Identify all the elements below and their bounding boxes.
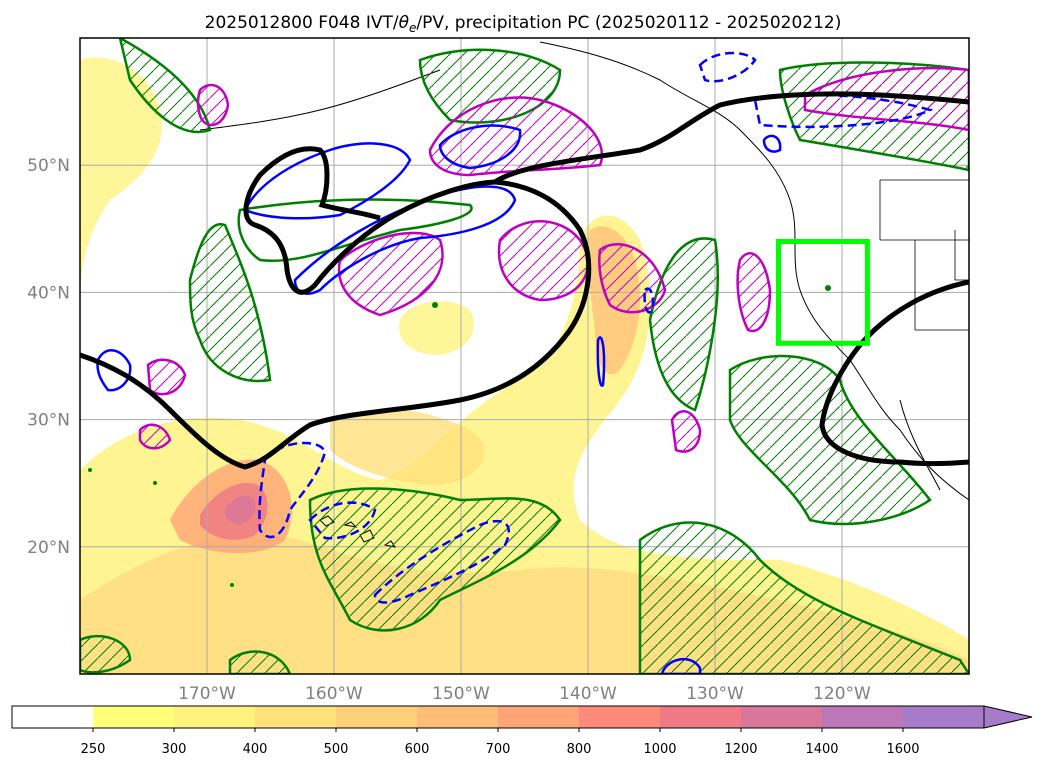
precip-positive-contour bbox=[138, 423, 172, 450]
pv-dot bbox=[230, 583, 234, 587]
ivt-fill-west bbox=[80, 57, 162, 300]
ivt-shading bbox=[80, 57, 969, 674]
colorbar-tick-label: 1400 bbox=[805, 742, 838, 757]
pv-contour bbox=[188, 223, 272, 383]
colorbar-tick-label: 1200 bbox=[724, 742, 757, 757]
lon-tick-label: 150°W bbox=[432, 684, 490, 704]
lat-tick-label: 50°N bbox=[27, 156, 70, 176]
colorbar-segment bbox=[417, 706, 498, 728]
region-highlight-box bbox=[776, 239, 870, 346]
colorbar-extend-arrow bbox=[983, 705, 1033, 729]
title-theta: θ bbox=[399, 13, 410, 33]
precip-negative-contour bbox=[308, 501, 377, 540]
precip-positive-contour bbox=[803, 67, 969, 132]
colorbar-tick-label: 600 bbox=[405, 742, 430, 757]
lon-tick-label: 130°W bbox=[686, 684, 744, 704]
colorbar-tick-label: 400 bbox=[243, 742, 268, 757]
lat-tick-label: 20°N bbox=[27, 538, 70, 558]
precip-negative-contour bbox=[660, 657, 702, 674]
colorbar-tick-labels: 250 300 400 500 600 700 800 1000 1200 1400 1600 bbox=[81, 742, 920, 757]
ivt-fill-mid bbox=[330, 409, 485, 485]
colorbar-tick-label: 700 bbox=[486, 742, 511, 757]
precip-negative-contour bbox=[753, 93, 934, 129]
lat-tick-label: 40°N bbox=[27, 283, 70, 303]
ivt-fill-core-max bbox=[224, 495, 256, 524]
map-frame bbox=[79, 37, 970, 675]
colorbar-segment bbox=[93, 706, 174, 728]
precip-negative-contour bbox=[438, 124, 522, 170]
colorbar-segment bbox=[336, 706, 417, 728]
precip-negative-contour bbox=[698, 51, 757, 83]
colorbar-segment bbox=[255, 706, 336, 728]
colorbar-segment bbox=[741, 706, 822, 728]
theta-e-contour bbox=[819, 279, 969, 467]
state-borders bbox=[879, 179, 969, 331]
colorbar-segment bbox=[903, 706, 984, 728]
coastline-alaska-islands bbox=[199, 69, 441, 131]
precip-positive-contour bbox=[736, 252, 772, 333]
lon-tick-label: 160°W bbox=[305, 684, 363, 704]
precip-positive-contour bbox=[428, 96, 604, 177]
pv-contour bbox=[648, 237, 719, 412]
precip-positive-contour bbox=[337, 231, 444, 317]
ivt-fill-island bbox=[399, 301, 474, 355]
title-pre: 2025012800 F048 IVT/ bbox=[205, 13, 399, 33]
lon-tick-label: 170°W bbox=[178, 684, 236, 704]
colorbar-segment bbox=[174, 706, 255, 728]
lat-tick-label: 30°N bbox=[27, 411, 70, 431]
theta-e-contour bbox=[493, 91, 969, 185]
lon-tick-label: 140°W bbox=[559, 684, 617, 704]
title-subscript: e bbox=[409, 21, 416, 35]
pv-dot bbox=[153, 481, 157, 485]
precip-positive-contour bbox=[146, 358, 187, 396]
precip-negative-contour bbox=[293, 185, 517, 295]
colorbar-tick-label: 800 bbox=[567, 742, 592, 757]
pv-contour bbox=[118, 38, 212, 134]
colorbar-segment bbox=[822, 706, 903, 728]
colorbar-tick-label: 300 bbox=[162, 742, 187, 757]
longitude-tick-labels: 170°W 160°W 150°W 140°W 130°W 120°W bbox=[178, 684, 871, 704]
title-post: /PV, precipitation PC (2025020112 - 2025… bbox=[416, 13, 841, 33]
colorbar-tick-label: 250 bbox=[81, 742, 106, 757]
precip-positive-contour bbox=[497, 220, 590, 302]
colorbar-segment bbox=[660, 706, 741, 728]
theta-e-contour bbox=[80, 146, 592, 470]
precip-negative-contour bbox=[243, 142, 412, 220]
coastline-north-america bbox=[539, 41, 969, 501]
pv-dot bbox=[432, 302, 438, 308]
precip-positive-contour bbox=[196, 83, 230, 127]
pv-dot bbox=[825, 285, 831, 291]
colorbar-tick-label: 1000 bbox=[643, 742, 676, 757]
colorbar-tick-label: 1600 bbox=[886, 742, 919, 757]
colorbar-segment bbox=[498, 706, 579, 728]
precip-negative-contour bbox=[762, 134, 782, 153]
pv-contour bbox=[638, 521, 969, 674]
colorbar-segment bbox=[12, 706, 93, 728]
colorbar-segment bbox=[579, 706, 660, 728]
latitude-tick-labels: 20°N 30°N 40°N 50°N bbox=[27, 156, 70, 558]
contours bbox=[80, 38, 969, 674]
precip-negative-contour bbox=[373, 519, 511, 604]
chart-title: 2025012800 F048 IVT/θe/PV, precipitation… bbox=[205, 13, 842, 35]
precip-negative-contour bbox=[596, 336, 606, 387]
precip-positive-contour bbox=[670, 410, 702, 453]
lon-tick-label: 120°W bbox=[813, 684, 871, 704]
map-plot-area bbox=[79, 37, 970, 675]
precip-negative-contour bbox=[96, 349, 132, 392]
pv-dot bbox=[88, 468, 92, 472]
colorbar bbox=[11, 705, 1033, 732]
colorbar-tick-label: 500 bbox=[324, 742, 349, 757]
pv-contour bbox=[80, 634, 132, 674]
pv-contour bbox=[237, 198, 473, 262]
coastline-baja bbox=[899, 399, 941, 491]
precip-negative-contour bbox=[643, 287, 655, 314]
pv-contour bbox=[308, 487, 562, 632]
